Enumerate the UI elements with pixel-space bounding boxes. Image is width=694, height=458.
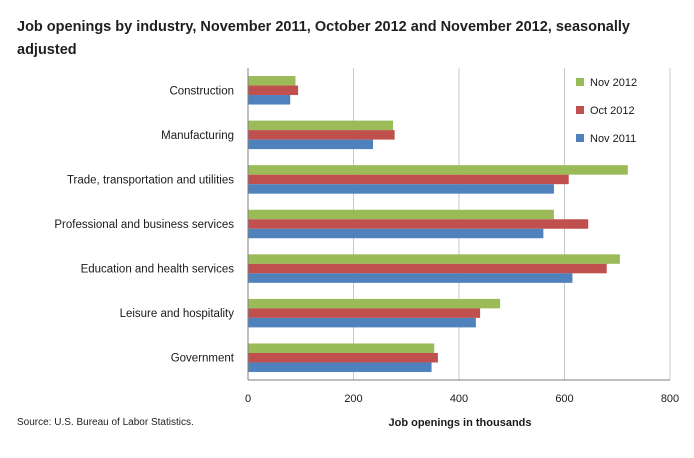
bar [248,343,435,353]
bar [248,209,554,220]
category-label: Government [171,353,235,365]
bar [248,317,476,328]
x-tick-label: 600 [555,393,573,405]
x-tick-labels: 0 200 400 600 800 [245,393,679,405]
x-axis-title: Job openings in thousands [389,417,532,429]
x-tick-label: 200 [344,393,362,405]
bar [248,362,432,372]
bar [248,174,569,185]
legend-label: Nov 2011 [590,133,636,145]
bar [248,120,394,131]
axes [247,68,670,381]
bar [248,228,544,239]
bar [248,165,628,175]
x-tick-label: 0 [245,393,251,405]
category-label: Manufacturing [161,130,234,142]
category-label: Leisure and hospitality [120,308,235,320]
source-note: Source: U.S. Bureau of Labor Statistics. [17,417,194,428]
chart-title: Job openings by industry, November 2011,… [17,19,630,58]
bar [248,263,607,274]
bar [248,184,554,194]
x-tick-label: 800 [661,393,679,405]
category-label: Trade, transportation and utilities [67,174,234,186]
bar [248,130,395,140]
bar [248,273,573,283]
legend: Nov 2012 Oct 2012 Nov 2011 [576,77,637,145]
bars [248,76,628,372]
legend-label: Oct 2012 [590,105,635,117]
bar [248,76,296,86]
legend-swatch [576,106,584,114]
bar [248,95,291,105]
legend-swatch [576,134,584,142]
bar [248,254,620,264]
category-label: Construction [169,85,234,97]
bar [248,85,299,96]
x-tick-label: 400 [450,393,468,405]
legend-swatch [576,78,584,86]
bar [248,352,438,363]
category-label: Education and health services [81,264,235,276]
bar [248,298,501,309]
legend-label: Nov 2012 [590,77,637,89]
bar [248,308,481,318]
category-labels: Construction Manufacturing Trade, transpor… [54,85,234,364]
category-label: Professional and business services [54,219,234,231]
bar [248,139,374,150]
bar [248,219,589,229]
